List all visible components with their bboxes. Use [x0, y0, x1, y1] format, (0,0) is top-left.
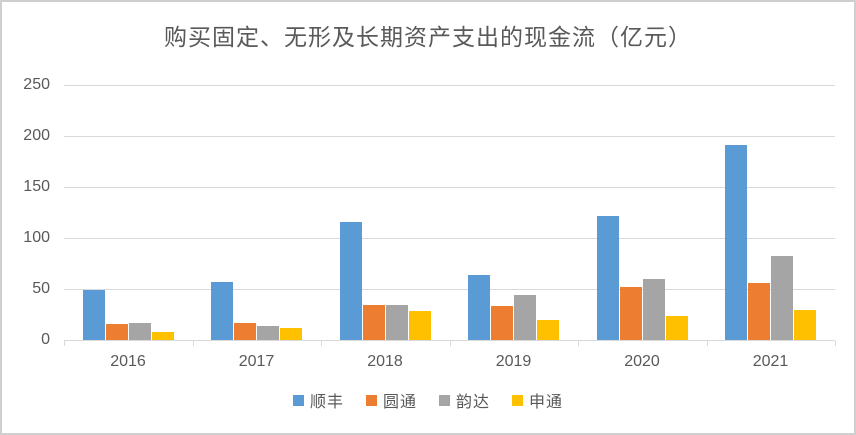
legend-label-韵达: 韵达: [456, 394, 491, 411]
y-axis-label-100: 100: [23, 229, 50, 246]
bar-申通-2021: [794, 310, 817, 340]
legend: 顺丰 圆通 韵达 申通: [2, 388, 854, 412]
x-axis-tick: [321, 341, 322, 346]
bar-申通-2018: [408, 311, 431, 340]
bar-申通-2017: [280, 327, 303, 340]
bar-顺丰-2018: [339, 221, 362, 340]
legend-swatch-圆通: [365, 394, 377, 406]
bar-申通-2016: [151, 331, 174, 340]
legend-swatch-韵达: [439, 394, 450, 406]
bar-申通-2019: [537, 319, 560, 340]
x-axis-tick: [578, 341, 579, 346]
gridline-250: [64, 85, 835, 86]
x-axis-label-2019: 2019: [495, 353, 532, 370]
legend-swatch-申通: [512, 394, 524, 406]
bar-圆通-2017: [234, 322, 257, 340]
bar-顺丰-2017: [211, 281, 234, 340]
chart-title: 购买固定、无形及长期资产支出的现金流（亿元）: [164, 24, 692, 50]
x-axis-tick: [706, 341, 708, 346]
gridline-200: [64, 136, 835, 137]
bar-圆通-2016: [105, 323, 128, 340]
gridline-150: [64, 187, 835, 188]
bar-顺丰-2016: [82, 290, 105, 340]
bar-顺丰-2020: [596, 215, 619, 340]
legend-swatch-顺丰: [292, 394, 304, 406]
x-axis-label-2017: 2017: [238, 353, 275, 370]
bar-圆通-2019: [491, 306, 514, 340]
legend-label-申通: 申通: [529, 394, 564, 411]
x-axis-label-2018: 2018: [367, 353, 403, 370]
y-axis-label-50: 50: [32, 280, 50, 297]
bar-韵达-2021: [771, 256, 794, 340]
bar-韵达-2019: [514, 295, 537, 340]
x-axis-tick: [835, 341, 836, 346]
bar-顺丰-2019: [468, 274, 491, 340]
legend-item-申通: 申通: [512, 388, 563, 412]
y-axis-label-200: 200: [23, 127, 50, 144]
x-axis-tick: [192, 341, 194, 346]
bar-韵达-2018: [385, 305, 408, 340]
x-axis-tick: [64, 341, 65, 346]
bar-韵达-2016: [128, 322, 151, 340]
legend-item-韵达: 韵达: [439, 388, 490, 412]
bar-韵达-2017: [257, 325, 280, 340]
legend-label-顺丰: 顺丰: [309, 394, 344, 411]
x-axis-line: [64, 340, 835, 341]
y-axis-label-0: 0: [41, 331, 50, 348]
bar-圆通-2021: [748, 282, 771, 340]
bar-圆通-2018: [362, 305, 385, 340]
gridline-100: [64, 238, 835, 239]
y-axis-label-150: 150: [23, 178, 50, 195]
x-axis-tick: [449, 341, 451, 346]
legend-item-圆通: 圆通: [365, 388, 417, 412]
x-axis-label-2020: 2020: [624, 353, 660, 370]
bar-圆通-2020: [619, 286, 642, 340]
bar-韵达-2020: [642, 278, 665, 340]
legend-item-顺丰: 顺丰: [292, 388, 344, 412]
legend-label-圆通: 圆通: [382, 394, 417, 411]
x-axis-label-2016: 2016: [110, 353, 146, 370]
bar-申通-2020: [665, 315, 688, 340]
gridline-50: [64, 289, 835, 290]
y-axis-label-250: 250: [23, 76, 50, 93]
bar-顺丰-2021: [725, 145, 748, 340]
x-axis-label-2021: 2021: [752, 353, 789, 370]
